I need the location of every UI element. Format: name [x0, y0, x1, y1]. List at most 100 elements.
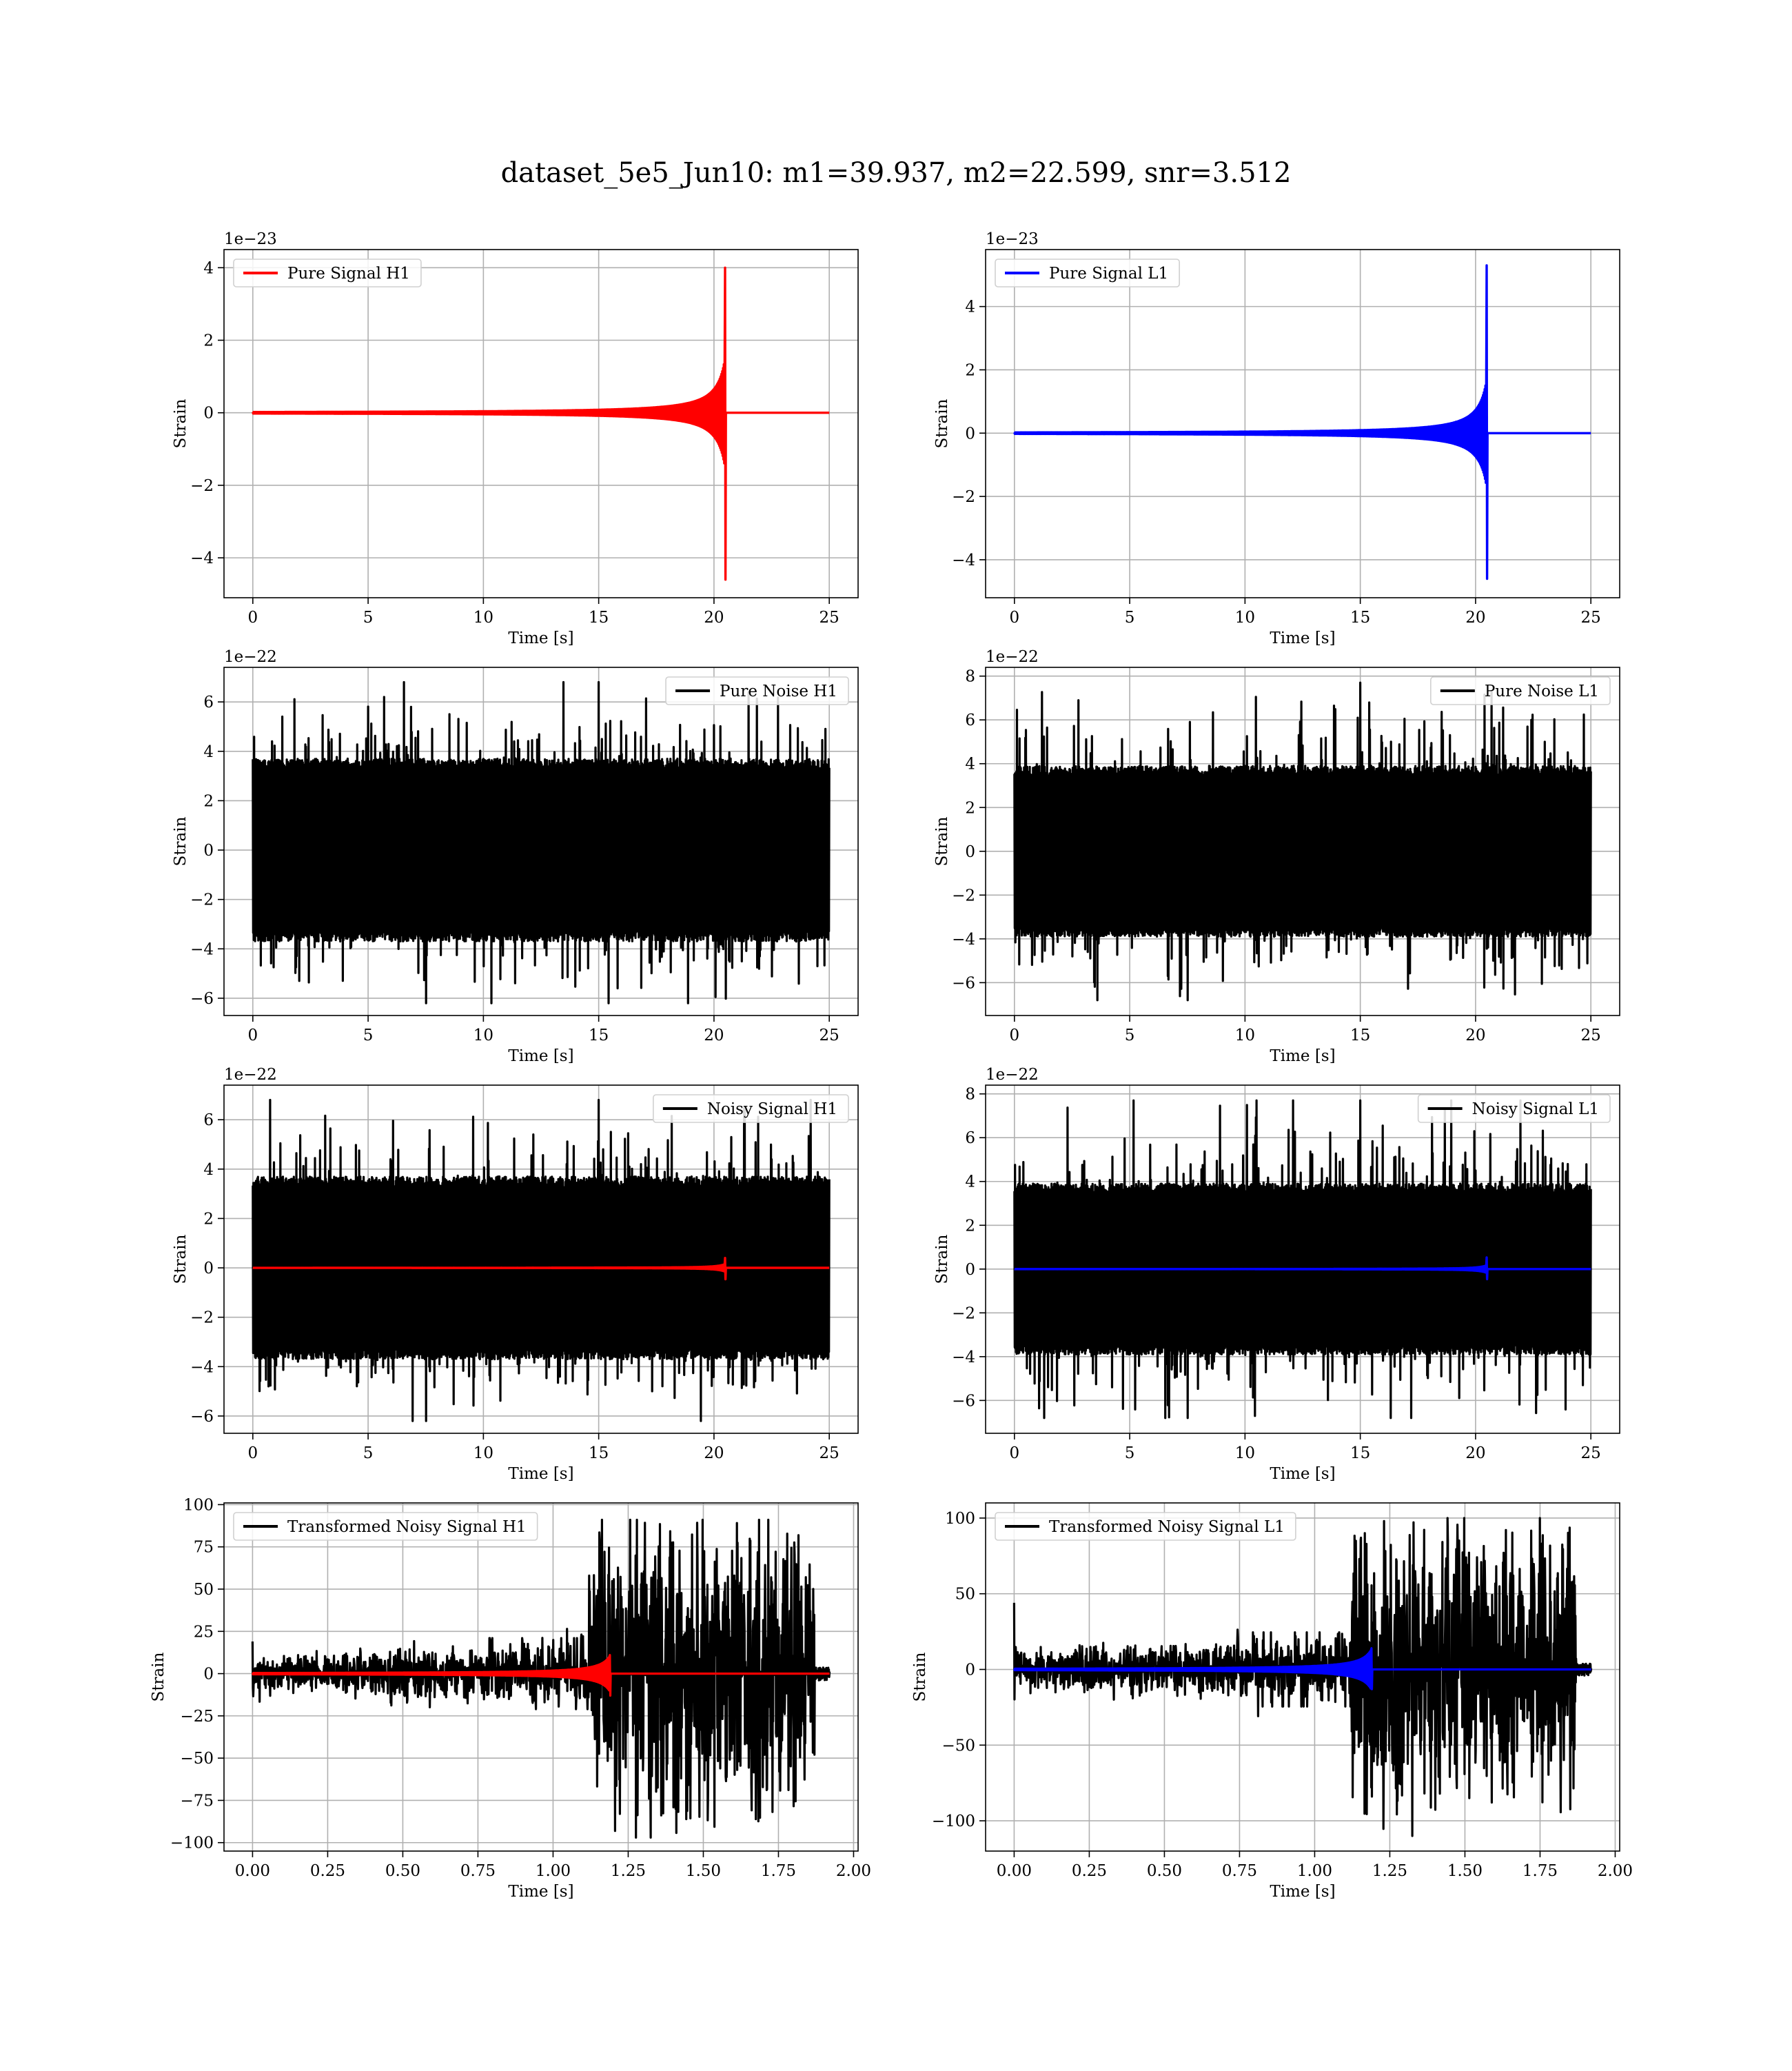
x-tick-label: 25: [819, 1444, 839, 1462]
x-axis-label: Time [s]: [508, 1047, 573, 1065]
x-tick-label: 0: [1009, 1027, 1019, 1044]
x-tick-label: 0.50: [385, 1862, 420, 1880]
legend: Transformed Noisy Signal H1: [233, 1512, 538, 1541]
x-tick-label: 15: [1350, 1027, 1370, 1044]
axes-frame: [223, 249, 859, 598]
y-tick-label: 2: [203, 332, 214, 350]
x-tick-label: 0.00: [997, 1862, 1032, 1880]
subplot-noisy-signal-l1: 0 5 10 15 20 25 −6 −4 −2 0 2 4 6 8 Time [s] Strain 1e−22…: [933, 1066, 1620, 1483]
x-axis-label: Time [s]: [508, 629, 573, 647]
axes-frame: [223, 667, 859, 1016]
x-tick-label: 15: [1350, 609, 1370, 627]
x-axis-label: Time [s]: [1270, 1465, 1335, 1483]
x-tick-label: 0.25: [1072, 1862, 1107, 1880]
y-tick-label: 6: [965, 711, 975, 729]
legend-box: [995, 259, 1180, 287]
y-tick-label: −2: [190, 891, 214, 909]
x-tick-label: 20: [1465, 1027, 1485, 1044]
y-tick-label: 0: [965, 425, 975, 443]
x-tick-label: 0.00: [235, 1862, 270, 1880]
subplot-transformed-noisy-signal-h1: 0.00 0.25 0.50 0.75 1.00 1.25 1.50 1.75 2.00 −100…: [150, 1496, 871, 1901]
y-tick-label: −75: [180, 1792, 214, 1810]
x-tick-label: 5: [363, 1444, 374, 1462]
x-tick-label: 1.75: [761, 1862, 796, 1880]
x-tick-label: 25: [1581, 1027, 1601, 1044]
x-tick-label: 20: [704, 609, 724, 627]
x-tick-label: 10: [474, 1027, 493, 1044]
legend-label: Pure Noise L1: [1485, 683, 1599, 700]
legend-label: Transformed Noisy Signal H1: [287, 1518, 527, 1536]
y-tick-label: 2: [965, 1217, 975, 1235]
x-tick-label: 5: [363, 609, 374, 627]
series-line-signal-l1: [1012, 1647, 1592, 1690]
x-tick-label: 2.00: [1598, 1862, 1633, 1880]
y-tick-label: −4: [190, 549, 214, 567]
series-line-pure-signal-l1: [1013, 264, 1592, 580]
y-tick-label: −6: [952, 974, 975, 992]
series-line-pure-signal-h1: [252, 266, 831, 581]
subplot-pure-noise-h1: 0 5 10 15 20 25 −6 −4 −2 0 2 4 6 Time [s] Strain 1e−22 P…: [172, 648, 859, 1065]
y-tick-label: 4: [965, 756, 975, 774]
x-tick-label: 0: [247, 1027, 258, 1044]
figure-title: dataset_5e5_Jun10: m1=39.937, m2=22.599,…: [500, 157, 1292, 189]
y-tick-label: 25: [194, 1623, 214, 1641]
x-axis-label: Time [s]: [1270, 1883, 1335, 1901]
legend-label: Pure Noise H1: [720, 683, 837, 700]
y-tick-label: −4: [952, 552, 975, 569]
legend-box: [233, 1512, 538, 1541]
legend: Noisy Signal H1: [653, 1094, 849, 1123]
subplot-pure-noise-l1: 0 5 10 15 20 25 −6 −4 −2 0 2 4 6 8 Time [s] Strain 1e−22…: [933, 648, 1620, 1065]
legend-label: Transformed Noisy Signal L1: [1049, 1518, 1285, 1536]
subplot-transformed-noisy-signal-l1: 0.00 0.25 0.50 0.75 1.00 1.25 1.50 1.75 2.00 −100…: [911, 1502, 1633, 1901]
y-tick-label: −2: [190, 1309, 214, 1327]
y-tick-label: 100: [183, 1496, 214, 1514]
y-axis-label: Strain: [172, 1234, 190, 1284]
series-line-pure-signal-l1: [1013, 1256, 1592, 1281]
x-tick-label: 15: [589, 609, 609, 627]
x-tick-label: 0: [1009, 1444, 1019, 1462]
y-tick-label: 50: [194, 1581, 214, 1599]
y-tick-label: 0: [965, 1261, 975, 1279]
y-tick-label: 50: [955, 1586, 975, 1604]
y-tick-label: −25: [180, 1708, 214, 1726]
legend: Pure Noise L1: [1430, 676, 1611, 705]
y-tick-label: 2: [965, 799, 975, 817]
y-tick-label: 4: [203, 1161, 214, 1179]
axis-offset-text: 1e−22: [224, 648, 277, 666]
y-tick-label: −6: [190, 1408, 214, 1426]
x-tick-label: 0.75: [1222, 1862, 1257, 1880]
grid: [986, 250, 1620, 598]
y-tick-label: −100: [932, 1812, 975, 1830]
x-tick-label: 0.75: [460, 1862, 496, 1880]
y-axis-label: Strain: [172, 816, 190, 866]
x-tick-label: 1.50: [1447, 1862, 1483, 1880]
legend-label: Pure Signal H1: [287, 265, 410, 283]
axis-offset-text: 1e−22: [986, 1066, 1039, 1084]
x-tick-label: 15: [589, 1027, 609, 1044]
subplot-pure-signal-l1: 0 5 10 15 20 25 −4 −2 0 2 4 Time [s] Strain 1e−23 Pure…: [933, 230, 1620, 647]
x-tick-label: 1.00: [1297, 1862, 1332, 1880]
legend-box: [1430, 676, 1611, 705]
x-tick-label: 0: [1009, 609, 1019, 627]
axes-frame: [985, 1502, 1620, 1852]
series-line-signal-h1: [251, 1654, 831, 1697]
axis-offset-text: 1e−22: [224, 1066, 277, 1084]
x-tick-label: 25: [819, 609, 839, 627]
x-tick-label: 1.75: [1523, 1862, 1558, 1880]
x-tick-label: 20: [704, 1027, 724, 1044]
x-tick-label: 5: [1125, 1027, 1135, 1044]
series-line-pure-noise-l1: [1013, 681, 1592, 1002]
y-tick-label: −2: [952, 887, 975, 905]
legend-box: [995, 1512, 1296, 1541]
legend-box: [233, 259, 422, 287]
y-axis-label: Strain: [172, 398, 190, 448]
y-tick-label: 2: [203, 792, 214, 810]
x-tick-label: 20: [1465, 609, 1485, 627]
x-tick-label: 20: [704, 1444, 724, 1462]
y-tick-label: −2: [952, 1304, 975, 1322]
x-axis-label: Time [s]: [508, 1883, 573, 1901]
subplot-noisy-signal-h1: 0 5 10 15 20 25 −6 −4 −2 0 2 4 6 Time [s] Strain 1e−22 N…: [172, 1066, 859, 1483]
x-tick-label: 0.25: [310, 1862, 345, 1880]
y-tick-label: −100: [170, 1835, 214, 1852]
y-tick-label: 4: [203, 259, 214, 277]
